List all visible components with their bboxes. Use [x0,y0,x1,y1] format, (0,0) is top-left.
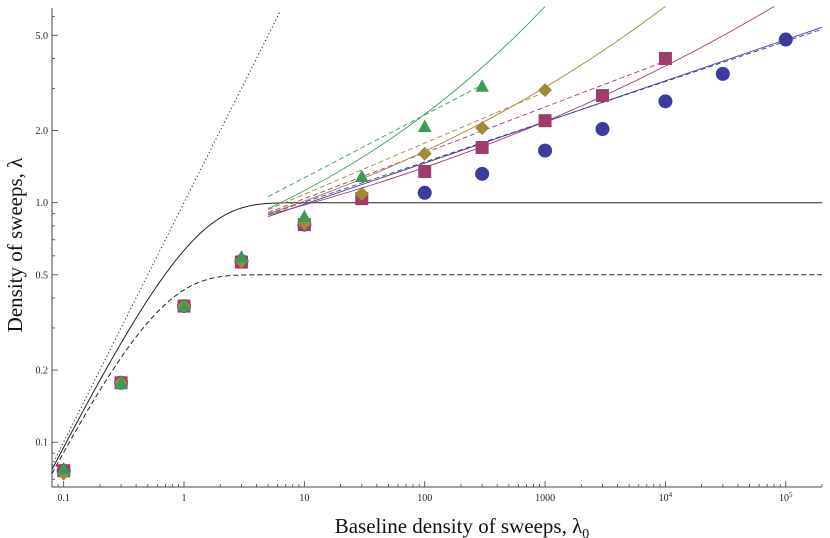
x-axis-title: Baseline density of sweeps, λ0 [335,514,590,538]
fit-solid-triangle [267,6,546,209]
data-point-circle [715,66,730,81]
data-point-circle [538,143,553,158]
data-point-triangle [297,209,312,223]
fit-solid-diamond [267,6,666,215]
y-tick-label: 0.2 [36,366,49,377]
data-point-circle [778,32,793,47]
y-tick-label: 0.1 [36,438,49,449]
reference-curve-dashed [51,274,822,474]
fit-dashed-diamond [267,91,546,211]
data-point-triangle [177,298,191,312]
data-point-circle [475,166,490,181]
data-point-circle [417,185,432,200]
fit-dashed-triangle [267,84,483,198]
data-point-square [475,141,489,155]
data-point-triangle [475,79,489,92]
x-tick-label: 1 [182,493,187,504]
y-tick-label: 2.0 [36,126,49,137]
fit-solid-square [268,6,775,216]
data-point-square [658,51,672,65]
data-point-circle [658,94,673,109]
data-point-diamond [538,83,553,98]
y-tick-label: 1.0 [36,198,49,209]
x-tick-label: 104 [659,491,673,504]
y-axis-title: Density of sweeps, λ [3,157,27,332]
data-point-triangle [114,376,128,389]
reference-curve-solid [51,202,822,470]
x-tick-label: 105 [779,491,793,504]
y-tick-label: 0.5 [36,270,49,281]
x-tick-label: 100 [417,493,432,504]
data-point-diamond [475,121,490,136]
data-point-diamond [417,146,432,161]
data-point-diamond [354,186,369,201]
data-point-square [418,164,432,178]
data-point-square [595,89,609,103]
y-tick-label: 5.0 [36,31,49,42]
data-point-circle [595,122,610,137]
data-point-triangle [354,169,369,183]
x-tick-label: 1000 [535,493,555,504]
x-tick-label: 0.1 [57,493,70,504]
x-tick-label: 10 [299,493,309,504]
data-point-triangle [417,119,432,133]
data-point-triangle [56,461,71,475]
fit-dashed-square [267,60,666,213]
data-point-triangle [234,250,249,263]
data-point-square [538,114,552,128]
reference-curve-dotted [51,11,281,466]
